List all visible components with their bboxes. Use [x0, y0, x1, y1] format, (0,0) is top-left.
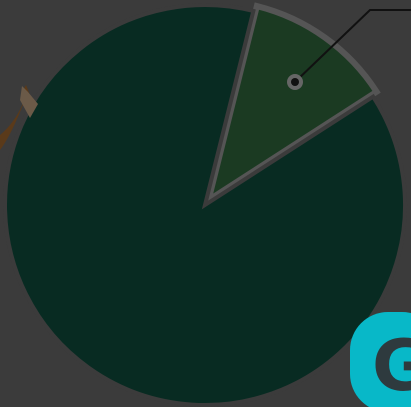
pie — [3, 2, 407, 407]
figure-decoration — [0, 85, 30, 150]
figure-hand — [20, 86, 38, 118]
logo-text: G — [372, 325, 411, 407]
logo-badge — [350, 312, 411, 407]
pie-slice — [3, 3, 407, 407]
leader-dot — [291, 78, 299, 86]
leader-line — [294, 9, 411, 83]
pie-slice — [203, 2, 381, 207]
